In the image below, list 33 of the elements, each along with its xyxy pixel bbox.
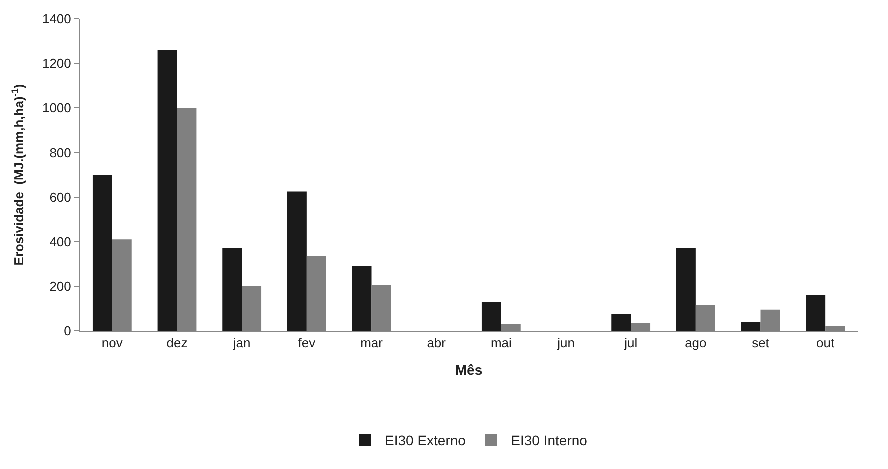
y-tick-label: 1200: [42, 56, 72, 72]
bar: [158, 50, 178, 331]
x-tick-label: jun: [556, 336, 575, 351]
y-tick-label: 0: [64, 324, 72, 339]
y-tick-label: 200: [50, 278, 72, 294]
bar: [806, 295, 826, 331]
x-tick-label: mai: [490, 336, 512, 351]
x-tick-label: mar: [360, 336, 384, 351]
legend-label: EI30 Interno: [511, 432, 588, 449]
legend-label: EI30 Externo: [385, 432, 466, 449]
x-tick-label: fev: [298, 336, 316, 351]
bar: [352, 266, 372, 331]
x-tick-label: nov: [102, 336, 124, 351]
x-tick-label: ago: [685, 336, 707, 351]
bar: [92, 175, 112, 331]
y-tick-label: 1400: [42, 12, 72, 27]
x-tick-label: out: [816, 336, 835, 351]
bar: [482, 302, 502, 331]
y-tick-label: 600: [50, 190, 72, 205]
x-tick-label: jan: [232, 336, 251, 351]
x-tick-label: jul: [624, 336, 638, 351]
x-axis-title: Mês: [455, 362, 483, 378]
bar: [287, 192, 307, 331]
bar: [612, 314, 632, 331]
x-tick-label: set: [752, 336, 770, 351]
x-tick-label: dez: [166, 336, 188, 351]
bar: [741, 322, 761, 331]
bar: [222, 248, 242, 331]
y-tick-label: 800: [50, 145, 72, 160]
x-tick-label: abr: [427, 336, 447, 351]
bar: [676, 248, 696, 331]
y-tick-label: 400: [50, 234, 72, 250]
y-tick-label: 1000: [42, 100, 72, 116]
